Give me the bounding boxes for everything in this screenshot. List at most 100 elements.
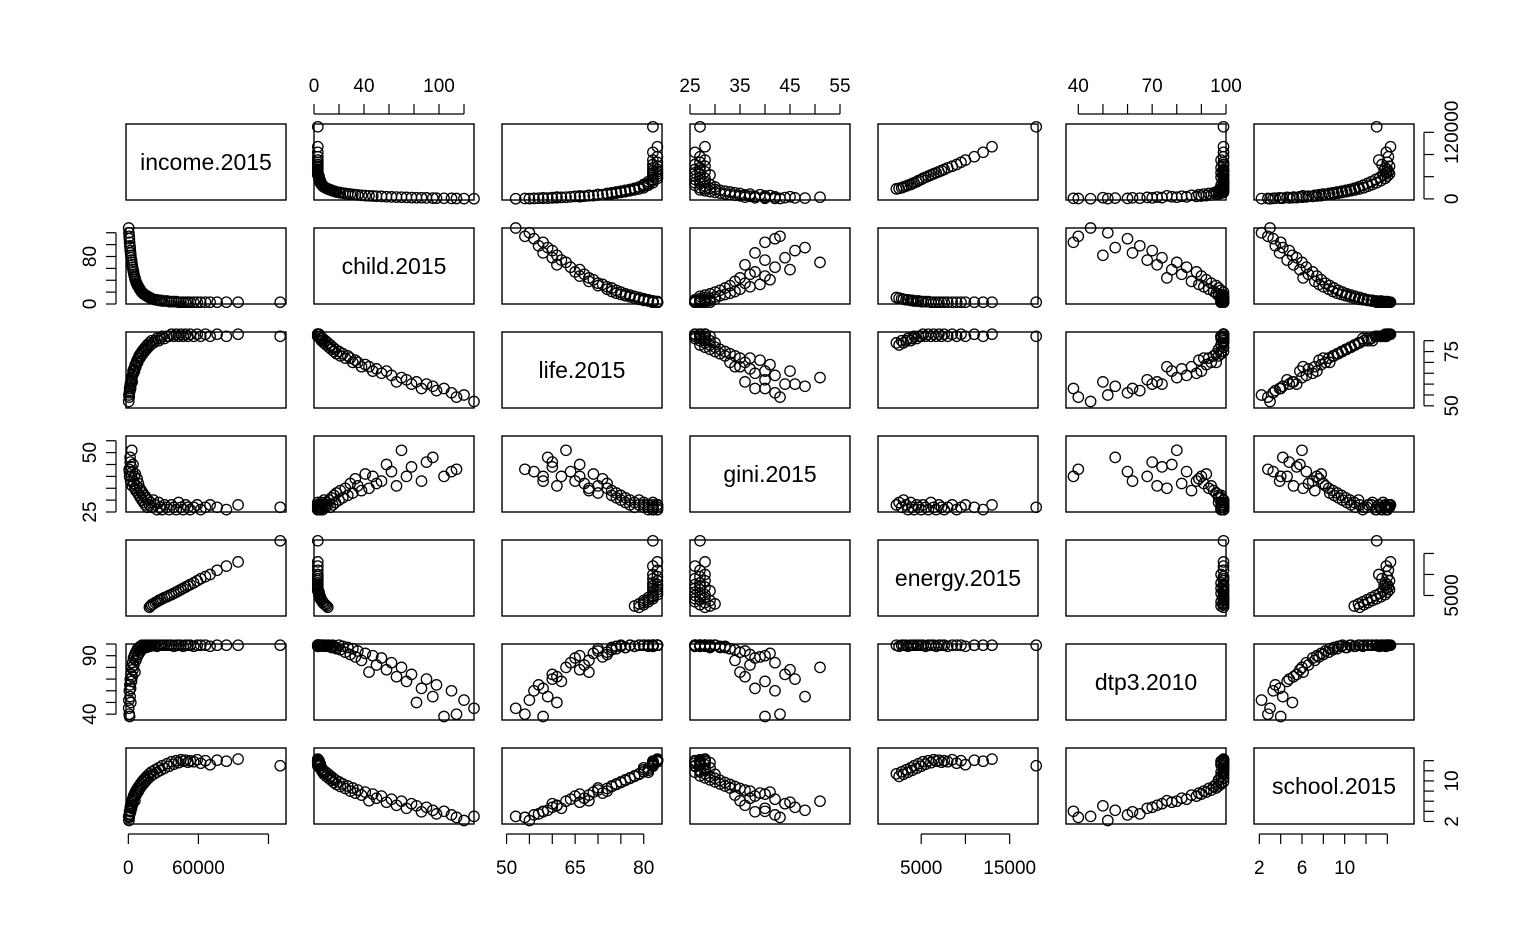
- data-point: [1344, 291, 1356, 303]
- y-axis-gini.2015: 25 50: [80, 440, 117, 523]
- data-point: [405, 461, 418, 473]
- data-point: [537, 805, 549, 818]
- data-point: [438, 805, 450, 818]
- data-point: [311, 154, 324, 166]
- tick-label: 5000: [1442, 574, 1463, 616]
- y-axis-school.2015: 2 10: [1423, 760, 1463, 827]
- data-point: [564, 465, 577, 478]
- data-point: [759, 710, 771, 723]
- data-point: [415, 475, 428, 487]
- panel-school.2015-vs-dtp3.2010: [1065, 747, 1230, 827]
- data-point: [601, 187, 613, 200]
- data-point: [1141, 254, 1154, 266]
- panel-frame: [877, 539, 1039, 617]
- variable-label: life.2015: [539, 357, 626, 383]
- data-point: [1384, 639, 1397, 652]
- data-point: [311, 560, 324, 572]
- data-point: [935, 501, 948, 514]
- panel-child.2015-vs-child.2015: child.2015: [313, 227, 475, 305]
- data-point: [430, 384, 443, 397]
- data-point: [959, 640, 972, 653]
- data-point: [1255, 694, 1268, 706]
- data-point: [1126, 475, 1139, 487]
- data-point: [1030, 501, 1043, 514]
- data-point: [1101, 814, 1114, 827]
- data-point: [311, 753, 324, 765]
- panel-frame: [1253, 331, 1415, 409]
- data-point: [410, 696, 423, 709]
- data-point: [232, 639, 244, 652]
- data-point: [366, 470, 379, 483]
- data-point: [1348, 640, 1361, 653]
- data-point: [1274, 470, 1287, 483]
- data-point: [220, 296, 233, 309]
- panel-frame: [125, 123, 287, 201]
- data-point: [959, 499, 972, 511]
- data-point: [759, 236, 771, 249]
- data-point: [699, 639, 711, 652]
- data-point: [1217, 120, 1230, 133]
- data-point: [370, 190, 383, 203]
- data-point: [1217, 501, 1230, 514]
- data-point: [311, 330, 324, 343]
- data-point: [814, 661, 826, 674]
- data-point: [1175, 477, 1188, 490]
- data-point: [123, 710, 136, 723]
- data-point: [1384, 296, 1397, 309]
- variable-label: energy.2015: [895, 565, 1021, 591]
- panel-income.2015-vs-income.2015: income.2015: [125, 123, 287, 201]
- y-axis-life.2015: 50 75: [1423, 340, 1463, 416]
- data-point: [719, 776, 731, 789]
- data-point: [694, 570, 706, 583]
- tick-label: 15000: [983, 858, 1036, 879]
- data-point: [1296, 444, 1308, 457]
- data-point: [124, 682, 137, 695]
- tick-label: 50: [1442, 395, 1463, 416]
- data-point: [694, 330, 706, 343]
- data-point: [1133, 192, 1146, 205]
- y-axis-dtp3.2010: 40 90: [80, 643, 117, 725]
- data-point: [179, 754, 192, 767]
- data-point: [1072, 192, 1085, 205]
- data-point: [1331, 287, 1344, 300]
- data-point: [1175, 268, 1188, 281]
- data-point: [789, 673, 801, 685]
- data-point: [986, 499, 998, 511]
- data-point: [172, 330, 185, 343]
- data-point: [1101, 389, 1114, 401]
- y-axis-income.2015: 0 120000: [1423, 101, 1463, 204]
- data-point: [458, 814, 470, 827]
- data-point: [689, 146, 701, 159]
- data-point: [311, 556, 324, 568]
- data-point: [537, 710, 549, 723]
- data-point: [814, 795, 826, 808]
- data-point: [438, 192, 450, 205]
- data-point: [784, 365, 796, 377]
- data-point: [274, 501, 287, 514]
- data-point: [311, 564, 324, 577]
- panel-frame: [501, 331, 663, 409]
- data-point: [232, 556, 244, 568]
- data-point: [1339, 289, 1352, 302]
- x-axis-dtp3.2010: 40 70 100: [1068, 76, 1242, 115]
- data-point: [1146, 244, 1159, 257]
- data-point: [799, 380, 811, 393]
- data-point: [977, 330, 989, 343]
- data-point: [1340, 185, 1353, 198]
- panel-income.2015-vs-school.2015: [1253, 120, 1415, 205]
- variable-label: dtp3.2010: [1095, 669, 1197, 695]
- data-point: [689, 560, 701, 572]
- data-point: [573, 470, 586, 483]
- panel-school.2015-vs-life.2015: [501, 747, 664, 827]
- data-point: [363, 666, 375, 678]
- data-point: [274, 330, 287, 343]
- data-point: [739, 258, 751, 271]
- data-point: [968, 296, 981, 309]
- panel-gini.2015-vs-gini.2015: gini.2015: [689, 435, 851, 513]
- data-point: [941, 296, 954, 309]
- tick-label: 90: [80, 645, 101, 666]
- panel-gini.2015-vs-child.2015: [311, 435, 475, 516]
- data-point: [179, 328, 192, 341]
- data-point: [1273, 191, 1286, 204]
- data-point: [1273, 382, 1286, 395]
